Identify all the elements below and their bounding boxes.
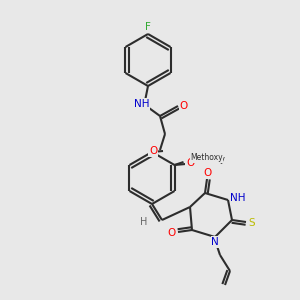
Text: NH: NH bbox=[230, 193, 246, 203]
Text: O: O bbox=[168, 228, 176, 238]
Text: NH: NH bbox=[134, 99, 150, 109]
Text: O: O bbox=[185, 157, 194, 167]
Text: Methoxy: Methoxy bbox=[190, 154, 223, 163]
Text: N: N bbox=[211, 237, 219, 247]
Text: Methoxy: Methoxy bbox=[190, 155, 226, 164]
Text: H: H bbox=[140, 217, 148, 227]
Text: O: O bbox=[203, 168, 211, 178]
Text: F: F bbox=[145, 22, 151, 32]
Text: O: O bbox=[180, 101, 188, 111]
Text: O: O bbox=[186, 158, 195, 168]
Text: S: S bbox=[249, 218, 255, 228]
Text: O: O bbox=[149, 146, 157, 156]
